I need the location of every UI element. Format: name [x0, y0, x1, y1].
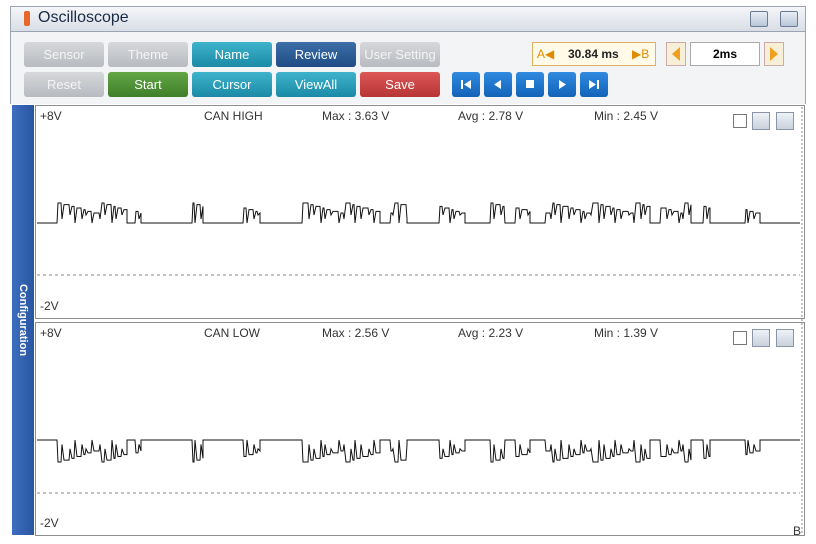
cursor-time: 30.84 ms	[568, 47, 619, 61]
start-button[interactable]: Start	[108, 72, 188, 97]
theme-button[interactable]: Theme	[108, 42, 188, 67]
cursor-b[interactable]: ▶B	[632, 47, 650, 61]
avg-value: Avg : 2.23 V	[458, 326, 524, 340]
max-value: Max : 2.56 V	[322, 326, 390, 340]
cursor-box	[532, 42, 656, 66]
channel-panel	[35, 322, 805, 536]
config-label: Configuration	[17, 284, 29, 356]
scale-bottom: -2V	[40, 516, 59, 530]
save-button[interactable]: Save	[360, 72, 440, 97]
timebase-decrease[interactable]	[666, 42, 686, 66]
app-icon	[24, 11, 30, 26]
sensor-button[interactable]: Sensor	[24, 42, 104, 67]
plots	[37, 107, 803, 535]
channel-checkbox[interactable]	[733, 331, 747, 345]
name-button[interactable]: Name	[192, 42, 272, 67]
min-value: Min : 2.45 V	[594, 109, 659, 123]
timebase[interactable]: 2ms	[690, 42, 760, 66]
window-title: Oscilloscope	[38, 9, 129, 26]
channel-name: CAN LOW	[204, 326, 261, 340]
scale-top: +8V	[40, 109, 62, 123]
user-setting-button[interactable]: User Setting	[360, 42, 440, 67]
channel-name: CAN HIGH	[204, 109, 263, 123]
reset-button[interactable]: Reset	[24, 72, 104, 97]
channel-add[interactable]	[752, 329, 770, 347]
channel-panel	[35, 105, 805, 319]
channel-add[interactable]	[752, 112, 770, 130]
channel-close[interactable]	[776, 112, 794, 130]
channel-checkbox[interactable]	[733, 114, 747, 128]
scale-bottom: -2V	[40, 299, 59, 313]
config-label-box: Configuration	[17, 284, 29, 356]
next-button[interactable]	[548, 72, 576, 97]
min-value: Min : 1.39 V	[594, 326, 659, 340]
cursor-a[interactable]: A◀	[537, 47, 555, 61]
window-button[interactable]	[780, 11, 798, 27]
cursor-button[interactable]: Cursor	[192, 72, 272, 97]
prev-button[interactable]	[484, 72, 512, 97]
timebase-increase[interactable]	[764, 42, 784, 66]
config-sidebar[interactable]	[12, 105, 34, 535]
scale-top: +8V	[40, 326, 62, 340]
review-button[interactable]: Review	[276, 42, 356, 67]
last-button[interactable]	[580, 72, 608, 97]
stop-button[interactable]	[516, 72, 544, 97]
waveform	[37, 439, 800, 463]
first-button[interactable]	[452, 72, 480, 97]
viewall-button[interactable]: ViewAll	[276, 72, 356, 97]
corner-label: B	[793, 524, 802, 538]
title-bar	[10, 6, 806, 32]
max-value: Max : 3.63 V	[322, 109, 390, 123]
waveform	[37, 202, 800, 224]
window-button[interactable]	[750, 11, 768, 27]
channel-close[interactable]	[776, 329, 794, 347]
avg-value: Avg : 2.78 V	[458, 109, 524, 123]
